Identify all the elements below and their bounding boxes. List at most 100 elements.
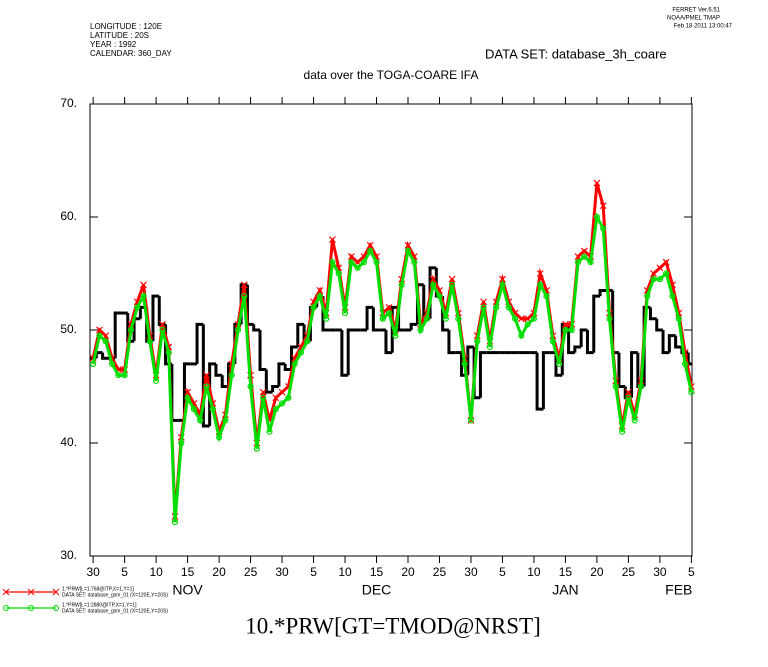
step-segment	[598, 288, 607, 297]
x-tick-label: 30	[653, 565, 667, 579]
step-segment	[195, 322, 204, 364]
step-segment	[277, 362, 286, 387]
marker-circle	[153, 377, 160, 384]
marker-circle	[442, 315, 449, 322]
marker-x	[140, 281, 147, 289]
marker-circle	[518, 332, 525, 339]
step-segment	[409, 322, 418, 330]
step-segment	[365, 305, 374, 330]
marker-circle	[675, 315, 682, 322]
x-tick-label: 25	[622, 565, 636, 579]
legend-marker	[2, 588, 10, 596]
step-segment	[151, 294, 160, 342]
x-tick-label: 30	[86, 565, 100, 579]
x-tick-label: 10	[149, 565, 163, 579]
marker-circle	[354, 264, 361, 271]
marker-circle	[530, 315, 538, 322]
step-segment	[573, 345, 582, 353]
marker-circle	[228, 372, 235, 379]
marker-circle	[461, 360, 468, 367]
step-segment	[674, 335, 682, 349]
marker-x	[662, 258, 670, 266]
marker-x	[366, 241, 374, 249]
marker-circle	[285, 394, 292, 401]
marker-x	[593, 179, 601, 187]
step-segment	[170, 363, 179, 422]
month-label: FEB	[665, 582, 692, 598]
marker-circle	[448, 281, 456, 288]
marker-circle	[190, 406, 198, 413]
x-tick-label: 30	[464, 565, 478, 579]
y-tick-label: 60.	[60, 209, 77, 223]
step-segment	[535, 352, 544, 411]
step-segment	[585, 330, 594, 355]
step-segment	[648, 307, 657, 321]
step-segment	[113, 311, 122, 359]
marker-circle	[171, 518, 179, 526]
step-segment	[384, 330, 393, 355]
step-segment	[390, 305, 399, 353]
marker-circle	[222, 417, 229, 424]
marker-circle	[505, 304, 512, 311]
marker-circle	[260, 394, 267, 401]
marker-circle	[423, 315, 430, 322]
step-segment	[245, 284, 254, 326]
marker-circle	[524, 321, 531, 328]
marker-circle	[493, 304, 500, 311]
marker-circle	[335, 270, 342, 277]
marker-circle	[392, 332, 399, 339]
marker-circle	[115, 372, 122, 379]
marker-circle	[367, 247, 374, 254]
step-segment	[554, 352, 563, 377]
step-segment	[271, 385, 279, 393]
legend-label: 1.*PRW[L=1:2880@ITP,X=1,Y=1]	[62, 602, 137, 608]
marker-circle	[329, 259, 336, 266]
header-calendar: CALENDAR: 360_DAY	[90, 49, 172, 58]
marker-circle	[102, 338, 109, 345]
step-segment	[201, 324, 210, 428]
marker-x	[259, 388, 267, 396]
step-segment	[579, 328, 588, 347]
x-tick-label: 15	[181, 565, 195, 579]
marker-x	[329, 236, 336, 244]
marker-circle	[587, 259, 594, 266]
step-segment	[617, 352, 626, 388]
marker-circle	[543, 293, 550, 300]
step-segment	[466, 345, 475, 376]
x-tick-label: 15	[370, 565, 384, 579]
marker-circle	[411, 259, 418, 266]
step-segment	[630, 351, 638, 398]
marker-circle	[215, 434, 223, 441]
marker-x	[656, 264, 664, 272]
marker-x	[184, 388, 192, 396]
step-segment	[592, 294, 601, 353]
marker-circle	[637, 383, 645, 390]
marker-x	[480, 298, 487, 306]
legend-marker	[3, 605, 9, 611]
marker-circle	[146, 338, 153, 345]
marker-x	[316, 287, 324, 294]
series-line	[91, 212, 693, 523]
step-segment	[567, 324, 575, 355]
legend-marker	[28, 605, 34, 611]
marker-circle	[581, 253, 588, 260]
header-date: Feb 18 2011 13:00:47	[674, 24, 733, 30]
x-tick-label: 5	[121, 565, 128, 579]
x-tick-label: 5	[688, 565, 695, 579]
marker-circle	[549, 338, 556, 345]
marker-circle	[247, 383, 254, 390]
marker-circle	[612, 383, 619, 390]
marker-circle	[348, 259, 355, 266]
step-segment	[371, 307, 380, 332]
step-segment	[220, 375, 229, 388]
step-segment	[346, 328, 355, 376]
marker-circle	[619, 428, 626, 435]
marker-circle	[234, 326, 242, 334]
marker-circle	[474, 338, 481, 345]
marker-x	[536, 270, 544, 277]
marker-circle	[253, 445, 260, 452]
marker-circle	[663, 270, 670, 277]
marker-circle	[600, 225, 607, 232]
marker-circle	[96, 332, 103, 339]
